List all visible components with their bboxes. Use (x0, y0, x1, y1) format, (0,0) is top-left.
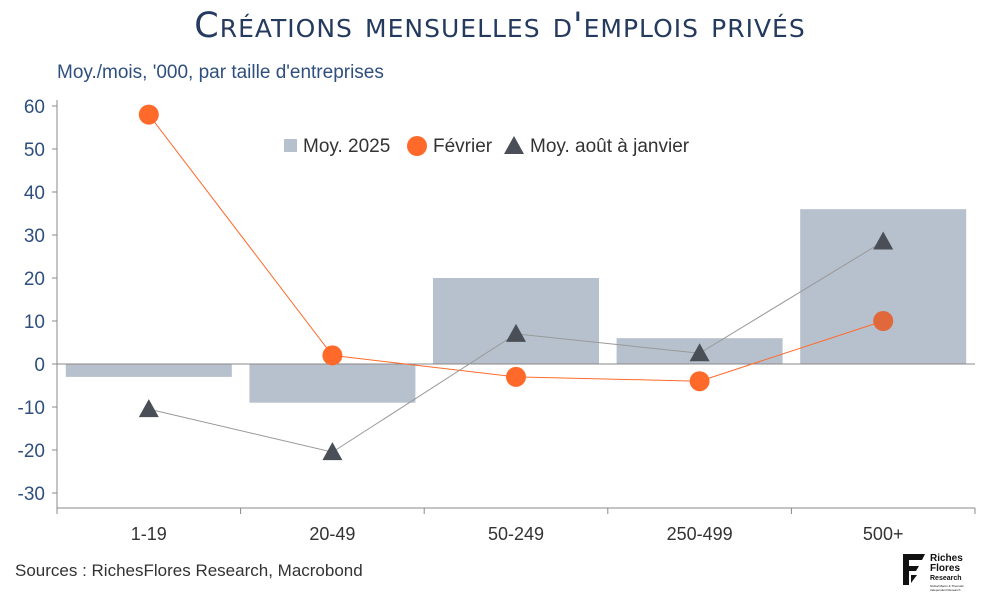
fevrier-point (322, 345, 343, 366)
x-tick-label: 50-249 (488, 524, 544, 544)
bar-50-249 (433, 278, 599, 364)
y-tick-label: 50 (24, 140, 45, 161)
bar-20-49 (249, 364, 416, 403)
moy-aout-janvier-point (873, 231, 894, 250)
y-tick-label: 20 (24, 269, 45, 290)
y-tick-label: -20 (18, 441, 45, 462)
x-tick-label: 20-49 (309, 524, 355, 544)
fevrier-point (689, 371, 710, 392)
logo-text: Riches (930, 553, 963, 564)
legend-swatch-bar (284, 139, 297, 152)
moy-aout-janvier-point (506, 323, 526, 342)
legend-label: Moy. 2025 (303, 136, 390, 157)
riches-flores-logo: Riches Flores Research Global Macro & Th… (903, 553, 964, 592)
logo-text: Global Macro & Thematic (930, 584, 964, 588)
chart-title: Créations mensuelles d'emplois privés (194, 6, 806, 46)
legend-swatch-circle (407, 136, 427, 156)
legend-label: Février (433, 136, 493, 157)
moy-aout-janvier-point (322, 442, 343, 461)
moy-aout-janvier-point (689, 343, 710, 362)
logo-text: Research (930, 575, 962, 582)
y-axis-label: Moy./mois, '000, par taille d'entreprise… (57, 62, 384, 83)
y-tick-label: 40 (24, 183, 45, 204)
logo-text: Independent Research (930, 588, 961, 592)
y-tick-label: -30 (18, 484, 45, 505)
y-tick-label: 10 (24, 312, 45, 333)
moy-aout-janvier-point (138, 399, 159, 418)
x-tick-label: 1-19 (131, 524, 167, 544)
x-tick-label: 500+ (863, 524, 904, 544)
fevrier-point (138, 104, 159, 125)
bar-1-19 (65, 364, 232, 377)
x-tick-label: 250-499 (667, 524, 733, 544)
fevrier-point (873, 311, 894, 331)
source-note: Sources : RichesFlores Research, Macrobo… (15, 561, 363, 580)
y-tick-label: 0 (34, 355, 45, 376)
fevrier-point (506, 366, 526, 387)
y-tick-label: 60 (24, 97, 45, 118)
y-tick-label: 30 (24, 226, 45, 247)
legend-label: Moy. août à janvier (530, 136, 690, 157)
logo-text: Flores (930, 563, 960, 574)
legend-swatch-triangle (504, 136, 524, 154)
y-tick-label: -10 (18, 398, 45, 419)
